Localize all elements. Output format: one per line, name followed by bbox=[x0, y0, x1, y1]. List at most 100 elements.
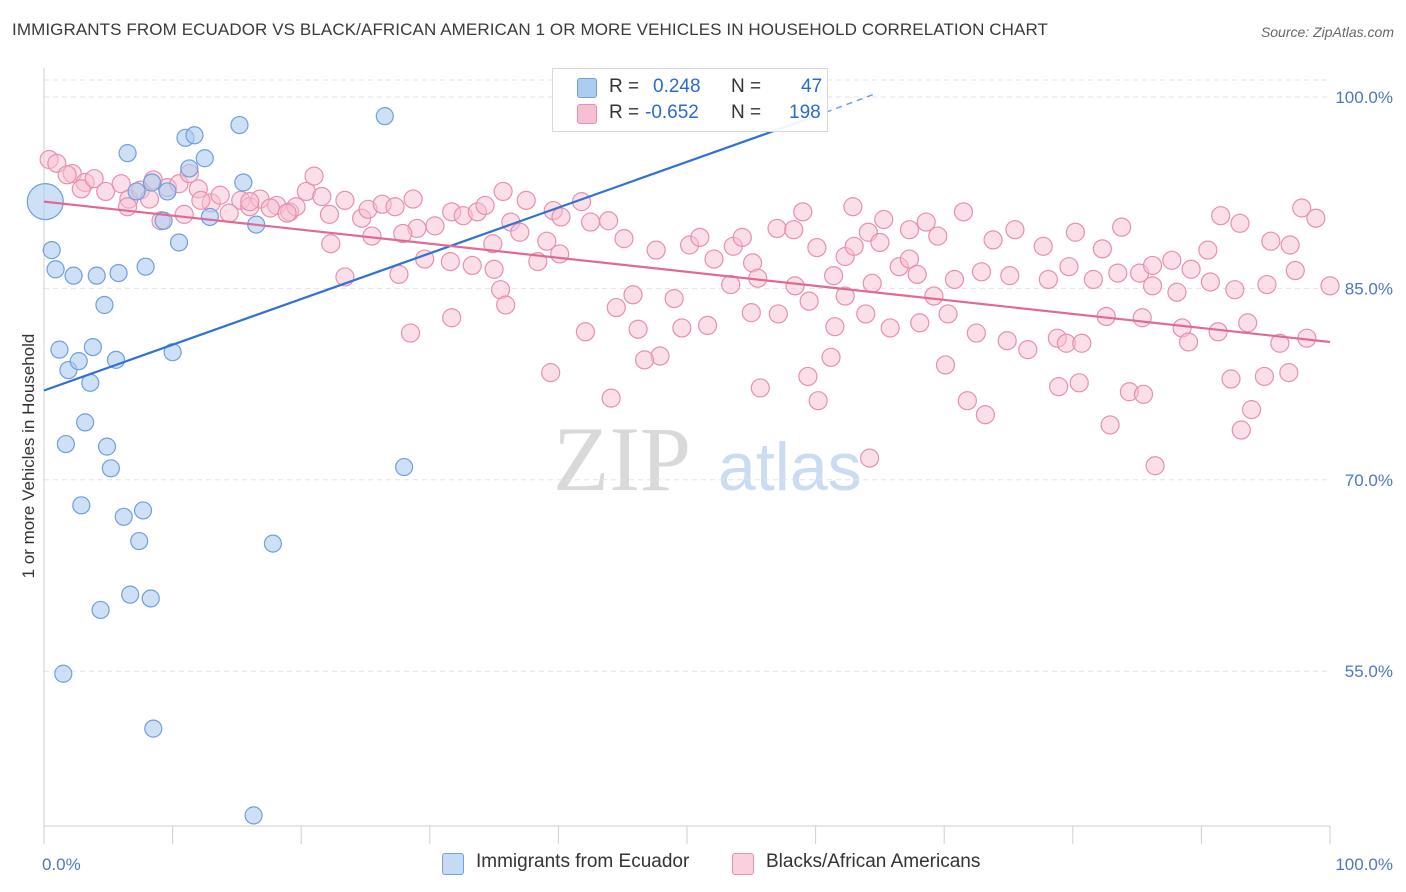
data-point-black bbox=[672, 318, 692, 338]
data-point-black bbox=[484, 259, 504, 279]
data-point-ecuador bbox=[141, 589, 160, 608]
data-point-black bbox=[580, 212, 601, 232]
data-point-black bbox=[575, 322, 596, 342]
x-tick-label: 0.0% bbox=[42, 855, 81, 874]
data-point-black bbox=[975, 405, 995, 425]
data-point-black bbox=[870, 232, 890, 253]
y-tick-labels: 100.0% 85.0% 70.0% 55.0% bbox=[1335, 88, 1393, 681]
data-point-black bbox=[664, 289, 684, 309]
data-point-black bbox=[1049, 377, 1069, 397]
data-point-ecuador bbox=[69, 352, 88, 371]
data-point-black bbox=[874, 209, 894, 230]
data-point-ecuador bbox=[101, 459, 120, 478]
data-point-black bbox=[462, 255, 482, 276]
data-point-black bbox=[971, 262, 992, 282]
legend-n-value: 198 bbox=[789, 102, 821, 123]
data-point-black bbox=[825, 317, 845, 337]
data-point-black bbox=[938, 304, 958, 324]
trend-line-black bbox=[43, 200, 1331, 344]
data-point-ecuador bbox=[127, 182, 146, 201]
data-point-black bbox=[793, 202, 813, 222]
data-point-black bbox=[1033, 236, 1053, 256]
data-point-black bbox=[824, 266, 844, 286]
data-point-black bbox=[1285, 260, 1305, 281]
data-point-black bbox=[910, 313, 930, 333]
data-point-black bbox=[1005, 220, 1025, 240]
data-point-ecuador bbox=[87, 266, 106, 285]
data-point-black bbox=[1270, 333, 1290, 353]
data-point-ecuador bbox=[118, 144, 137, 163]
data-point-black bbox=[210, 185, 230, 205]
data-point-black bbox=[1221, 369, 1241, 389]
data-point-black bbox=[475, 195, 495, 216]
data-point-black bbox=[1241, 400, 1262, 420]
data-point-black bbox=[601, 388, 621, 408]
data-point-black bbox=[614, 229, 634, 249]
data-point-ecuador bbox=[50, 340, 69, 359]
data-point-black bbox=[1145, 456, 1165, 476]
bottom-legend: Immigrants from Ecuador Blacks/African A… bbox=[0, 850, 1406, 880]
data-point-black bbox=[335, 190, 355, 210]
data-point-black bbox=[57, 165, 77, 185]
data-point-black bbox=[1092, 239, 1112, 259]
data-point-black bbox=[425, 216, 445, 236]
data-point-black bbox=[1069, 373, 1089, 393]
legend-swatch-pink bbox=[577, 104, 597, 124]
data-point-black bbox=[550, 244, 570, 264]
data-point-black bbox=[983, 230, 1003, 250]
data-point-black bbox=[1142, 276, 1163, 296]
data-point-black bbox=[96, 181, 116, 202]
data-point-black bbox=[690, 227, 710, 247]
data-point-black bbox=[71, 179, 91, 199]
gridlines bbox=[44, 79, 1330, 672]
data-point-ecuador bbox=[200, 207, 219, 227]
series-blacks-african-americans bbox=[39, 149, 1340, 476]
data-point-black bbox=[646, 240, 666, 260]
data-point-black bbox=[1208, 322, 1228, 342]
data-point-black bbox=[784, 220, 804, 240]
y-axis-label: 1 or more Vehicles in Household bbox=[19, 334, 38, 579]
y-tick-label: 85.0% bbox=[1345, 279, 1393, 298]
y-tick-label: 55.0% bbox=[1345, 662, 1393, 681]
trend-line-ecuador bbox=[43, 115, 816, 392]
data-point-black bbox=[997, 331, 1017, 351]
data-point-black bbox=[1065, 222, 1085, 242]
source-credit: Source: ZipAtlas.com bbox=[1260, 24, 1394, 40]
data-point-ecuador bbox=[76, 413, 95, 432]
data-point-black bbox=[1178, 332, 1199, 352]
data-point-black bbox=[862, 273, 882, 293]
data-point-black bbox=[750, 378, 770, 398]
watermark-zip: ZIP bbox=[553, 408, 691, 510]
data-point-black bbox=[1181, 259, 1201, 279]
data-point-ecuador bbox=[42, 241, 61, 260]
data-point-black bbox=[304, 166, 324, 186]
data-point-ecuador bbox=[95, 295, 114, 315]
data-point-ecuador bbox=[121, 585, 140, 604]
legend-n-value: 47 bbox=[801, 76, 823, 97]
data-point-black bbox=[1018, 340, 1038, 360]
data-point-black bbox=[628, 319, 648, 339]
data-point-black bbox=[1230, 213, 1250, 233]
data-point-ecuador bbox=[97, 437, 117, 456]
data-point-black bbox=[899, 220, 920, 240]
data-point-black bbox=[606, 297, 626, 318]
data-point-black bbox=[798, 366, 818, 387]
data-point-black bbox=[84, 169, 104, 189]
data-point-black bbox=[924, 286, 944, 306]
data-point-black bbox=[319, 204, 340, 224]
data-point-black bbox=[732, 227, 752, 247]
data-point-black bbox=[1306, 208, 1326, 228]
data-point-black bbox=[510, 222, 530, 242]
data-point-black bbox=[880, 318, 900, 338]
data-point-black bbox=[799, 291, 819, 311]
data-point-ecuador bbox=[154, 211, 173, 230]
data-point-black bbox=[1254, 366, 1275, 387]
data-point-black bbox=[835, 286, 855, 306]
data-point-ecuador bbox=[136, 257, 155, 276]
data-point-black bbox=[1198, 240, 1218, 260]
data-point-black bbox=[1225, 280, 1245, 300]
data-point-black bbox=[916, 212, 936, 232]
data-point-ecuador bbox=[64, 266, 83, 285]
data-point-ecuador bbox=[375, 107, 394, 126]
data-point-ecuador bbox=[234, 173, 253, 192]
